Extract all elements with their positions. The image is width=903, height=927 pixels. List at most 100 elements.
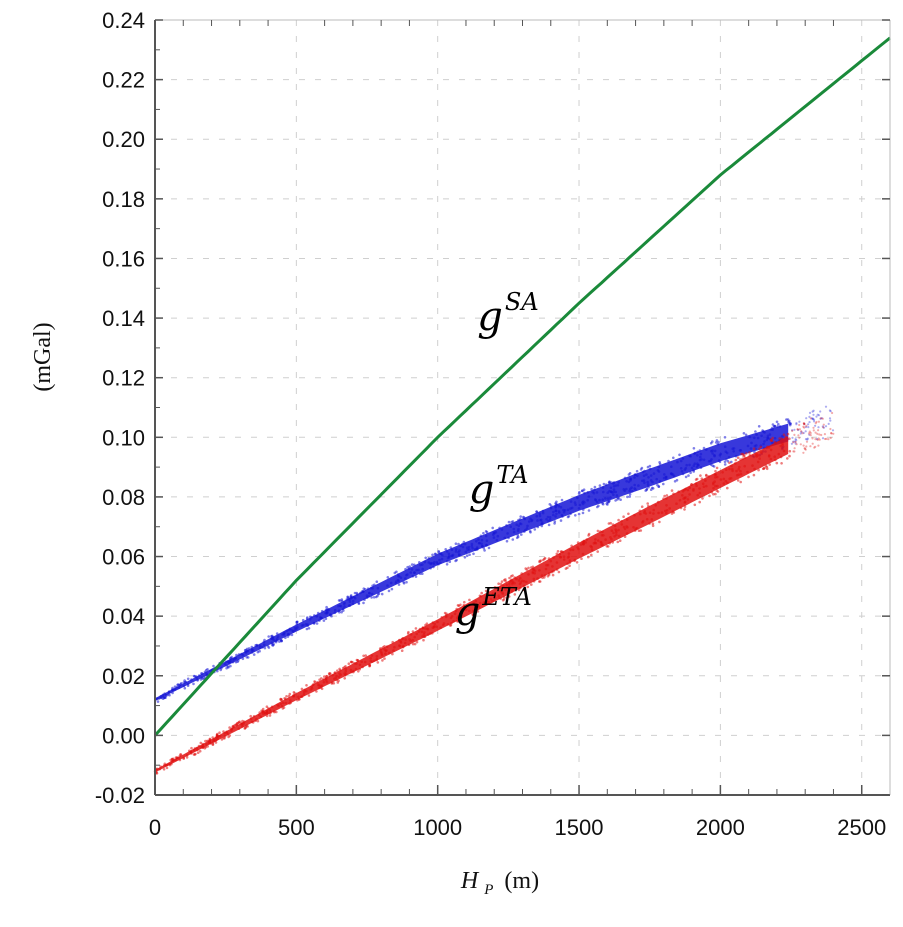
series-point-gta (687, 474, 690, 477)
series-point-geta (501, 599, 505, 602)
series-point-geta (721, 471, 724, 474)
series-point-gta (436, 562, 439, 565)
series-point-gta (507, 520, 511, 524)
y-tick-label: 0.12 (102, 366, 145, 391)
series-point-gta (713, 449, 717, 453)
series-point-gta (352, 595, 356, 599)
series-point-geta (645, 518, 649, 521)
series-point-gta (351, 602, 355, 605)
series-point-gta (157, 697, 161, 700)
series-point-gta (749, 447, 753, 450)
series-point-geta (491, 592, 495, 595)
series-point-gta (760, 434, 763, 438)
series-line-gsa (153, 36, 891, 737)
series-point-gta (702, 458, 706, 462)
series-point-gta (292, 629, 295, 633)
series-point-geta (230, 727, 233, 730)
series-point-geta (343, 677, 347, 680)
series-point-gta (448, 560, 452, 563)
series-point-gta (184, 680, 187, 684)
series-point-gta (301, 618, 305, 622)
series-point-geta (809, 417, 812, 420)
series-point-gta (519, 515, 522, 518)
series-point-gta (439, 552, 443, 555)
series-point-geta (738, 465, 741, 469)
series-point-gta (409, 571, 413, 574)
series-point-geta (190, 746, 193, 750)
series-point-gta (190, 678, 193, 681)
series-point-geta (349, 668, 353, 672)
series-point-geta (347, 662, 351, 665)
series-point-gta (566, 515, 570, 519)
series-point-geta (385, 645, 389, 648)
series-point-geta (353, 662, 356, 665)
series-point-geta (648, 511, 652, 514)
series-point-gta (754, 430, 757, 433)
series-point-gta (824, 405, 828, 408)
series-point-gta (725, 458, 728, 461)
series-point-gta (616, 484, 620, 487)
series-point-geta (468, 598, 471, 602)
series-point-geta (518, 586, 522, 590)
series-point-geta (681, 494, 684, 497)
series-point-geta (804, 448, 807, 451)
series-point-geta (656, 500, 660, 504)
series-point-geta (743, 453, 746, 457)
series-point-geta (223, 732, 226, 735)
series-point-gta (651, 480, 654, 484)
series-point-geta (376, 661, 380, 664)
series-point-gta (515, 523, 518, 526)
series-point-geta (214, 741, 218, 744)
series-point-geta (487, 600, 491, 604)
series-point-geta (570, 544, 573, 548)
series-point-geta (216, 737, 220, 740)
series-point-geta (665, 497, 668, 500)
series-point-gta (362, 601, 365, 605)
series-point-geta (698, 500, 701, 504)
series-point-gta (175, 685, 179, 689)
series-point-gta (178, 684, 181, 687)
series-point-geta (820, 433, 823, 437)
series-point-geta (422, 638, 425, 642)
series-point-geta (508, 576, 511, 580)
series-point-geta (581, 540, 584, 544)
series-point-geta (686, 498, 690, 501)
series-point-geta (617, 528, 620, 532)
series-annotation: gTA (469, 461, 529, 513)
series-point-geta (302, 690, 306, 694)
series-point-geta (322, 678, 325, 681)
series-point-gta (295, 620, 299, 624)
series-point-gta (829, 419, 832, 422)
series-point-geta (600, 541, 603, 544)
series-point-gta (695, 465, 699, 469)
series-point-gta (598, 498, 601, 502)
series-point-gta (623, 476, 627, 480)
series-point-gta (535, 514, 539, 518)
series-point-gta (693, 462, 697, 466)
series-point-gta (546, 515, 550, 519)
series-point-gta (557, 505, 561, 508)
series-point-geta (211, 736, 214, 739)
series-point-gta (287, 628, 291, 632)
series-point-geta (311, 683, 315, 687)
series-point-gta (250, 651, 254, 654)
series-point-geta (242, 720, 246, 723)
series-point-geta (615, 533, 618, 537)
series-point-geta (817, 429, 820, 432)
series-point-geta (285, 695, 288, 698)
series-point-geta (809, 445, 812, 448)
series-point-gta (538, 514, 542, 518)
series-point-gta (318, 619, 321, 622)
series-point-geta (337, 675, 341, 678)
series-point-geta (690, 483, 693, 486)
series-point-geta (265, 705, 269, 708)
series-point-gta (819, 410, 822, 413)
series-point-gta (165, 694, 168, 697)
series-point-gta (727, 456, 731, 459)
series-point-gta (707, 459, 711, 463)
series-point-geta (170, 759, 174, 763)
series-point-geta (369, 657, 373, 660)
series-point-gta (553, 520, 557, 523)
series-point-geta (482, 601, 486, 604)
series-point-geta (174, 758, 178, 762)
